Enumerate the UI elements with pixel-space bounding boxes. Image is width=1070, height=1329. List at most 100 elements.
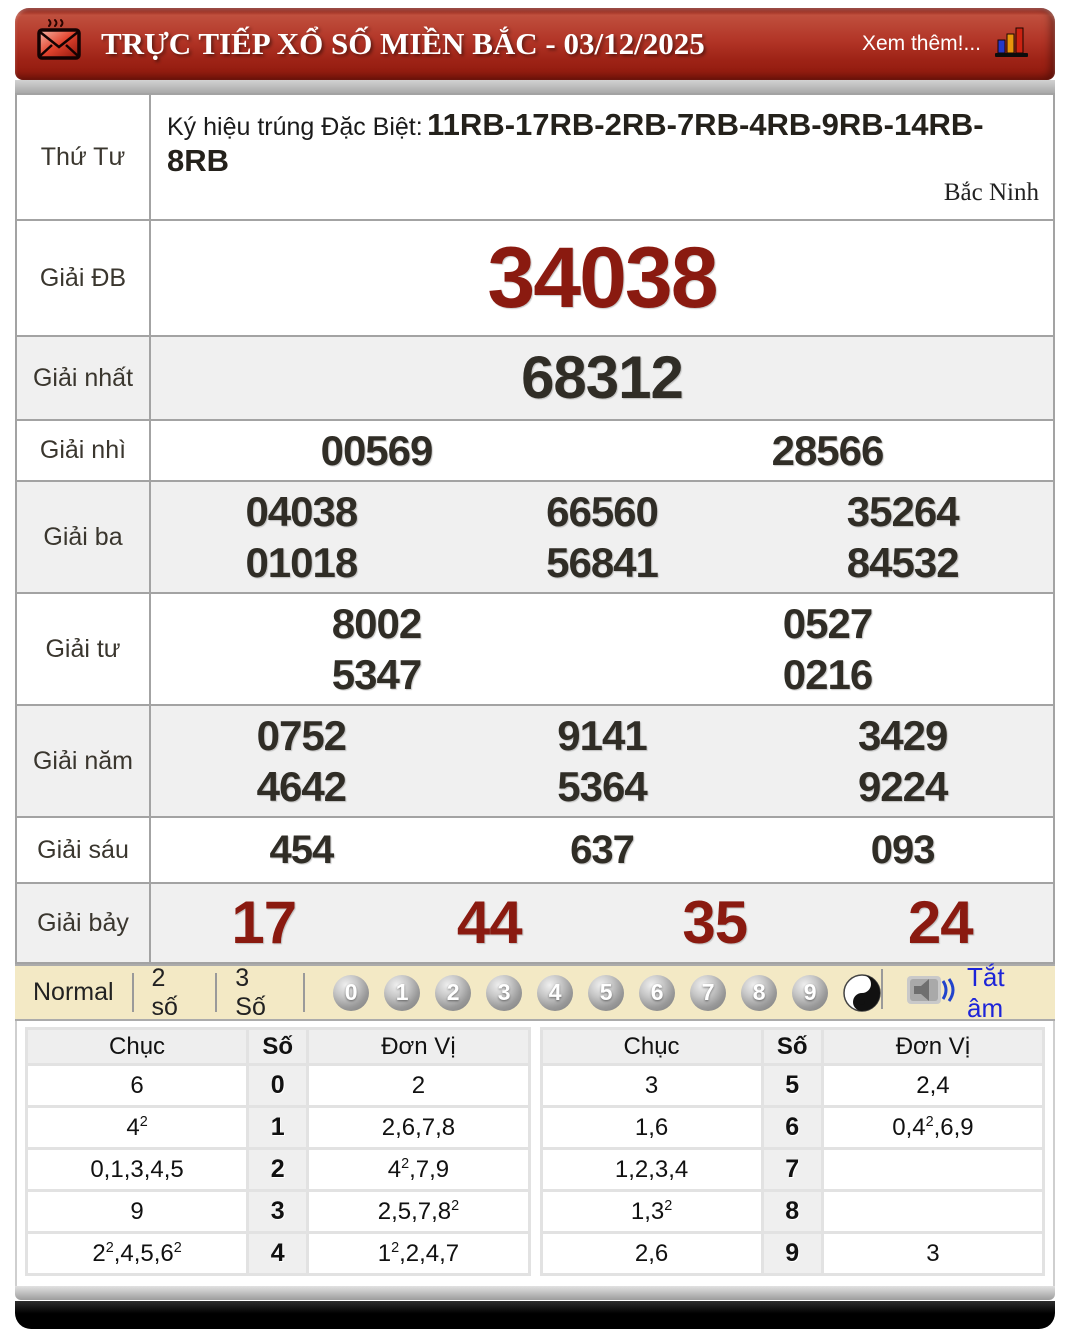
digit-table-right: Chục Số Đơn Vị 3 5 2,4 1,6 6 0,42,6,9 1,2,3,4 7 1,3… bbox=[539, 1027, 1046, 1276]
prize-number: 8002 bbox=[331, 600, 422, 647]
prize-row: Giải tư 8002 0527 5347 0216 bbox=[15, 592, 1055, 706]
prize-number-line: 34038 bbox=[151, 225, 1053, 331]
tens-cell: 0,1,3,4,5 bbox=[24, 1147, 250, 1192]
prize-numbers: 0752 9141 3429 4642 5364 9224 bbox=[149, 704, 1055, 818]
prize-label: Giải ĐB bbox=[15, 219, 151, 337]
prize-number: 093 bbox=[870, 828, 936, 872]
toolbar-divider bbox=[215, 973, 218, 1012]
number-ball-2[interactable]: 2 bbox=[435, 974, 472, 1011]
prize-number-line: 5347 0216 bbox=[151, 649, 1053, 700]
tens-cell: 3 bbox=[539, 1063, 764, 1108]
prize-number: 35264 bbox=[846, 488, 960, 535]
header-divider-strip bbox=[15, 80, 1055, 93]
units-cell bbox=[820, 1189, 1046, 1234]
toolbar-divider bbox=[881, 968, 883, 1009]
prize-row: Giải nhất 68312 bbox=[15, 335, 1055, 421]
digit-table-row: 9 3 2,5,7,82 bbox=[24, 1189, 531, 1234]
hot-mail-icon bbox=[33, 16, 85, 73]
number-ball-7[interactable]: 7 bbox=[690, 974, 727, 1011]
prize-number-line: 68312 bbox=[151, 341, 1053, 415]
digit-table-row: 3 5 2,4 bbox=[539, 1063, 1046, 1108]
day-row: Thứ Tư Ký hiệu trúng Đặc Biệt: 11RB-17RB… bbox=[15, 93, 1055, 221]
units-cell: 2,6,7,8 bbox=[306, 1105, 531, 1150]
prize-number: 44 bbox=[456, 889, 523, 956]
prize-number: 454 bbox=[269, 828, 334, 872]
prize-number-line: 00569 28566 bbox=[151, 425, 1053, 476]
prize-number: 5347 bbox=[331, 651, 422, 698]
units-cell: 2,4 bbox=[820, 1063, 1046, 1108]
prize-number: 01018 bbox=[245, 539, 358, 586]
prize-number: 56841 bbox=[546, 539, 659, 586]
tens-cell: 2,6 bbox=[539, 1231, 764, 1276]
digit-cell: 8 bbox=[760, 1189, 824, 1234]
units-cell: 0,42,6,9 bbox=[820, 1105, 1046, 1150]
prize-numbers: 454 637 093 bbox=[149, 816, 1055, 884]
mode-tab-normal[interactable]: Normal bbox=[33, 978, 114, 1006]
prize-numbers: 8002 0527 5347 0216 bbox=[149, 592, 1055, 706]
number-ball-5[interactable]: 5 bbox=[588, 974, 625, 1011]
units-cell bbox=[820, 1147, 1046, 1192]
digit-cell: 0 bbox=[246, 1063, 310, 1108]
toolbar-divider bbox=[303, 973, 306, 1012]
prize-number-line: 4642 5364 9224 bbox=[151, 761, 1053, 812]
prize-number: 9141 bbox=[557, 712, 647, 759]
prize-numbers: 68312 bbox=[149, 335, 1055, 421]
number-ball-1[interactable]: 1 bbox=[384, 974, 421, 1011]
digit-table-row: 0,1,3,4,5 2 42,7,9 bbox=[24, 1147, 531, 1192]
prize-number: 4642 bbox=[256, 763, 347, 810]
prize-number: 84532 bbox=[846, 539, 960, 586]
see-more-link[interactable]: Xem thêm!... bbox=[861, 32, 981, 55]
prize-row: Giải ba 04038 66560 35264 01018 56841 84532 bbox=[15, 480, 1055, 594]
number-ball-8[interactable]: 8 bbox=[741, 974, 778, 1011]
footer-bar bbox=[15, 1301, 1055, 1329]
digit-table-row: 1,6 6 0,42,6,9 bbox=[539, 1105, 1046, 1150]
prize-number: 0216 bbox=[782, 651, 873, 698]
prize-label: Giải ba bbox=[15, 480, 151, 594]
page-title: TRỰC TIẾP XỔ SỐ MIỀN BẮC - 03/12/2025 bbox=[101, 26, 705, 61]
prize-numbers: 34038 bbox=[149, 219, 1055, 337]
digit-table-header: Số bbox=[246, 1027, 310, 1066]
digit-table-header: Số bbox=[760, 1027, 824, 1066]
prize-label: Giải tư bbox=[15, 592, 151, 706]
number-ball-0[interactable]: 0 bbox=[333, 974, 370, 1011]
bar-chart-icon[interactable] bbox=[995, 25, 1031, 64]
prize-row: Giải sáu 454 637 093 bbox=[15, 816, 1055, 884]
prize-number: 24 bbox=[907, 889, 974, 956]
tens-cell: 9 bbox=[24, 1189, 250, 1234]
special-sign: Ký hiệu trúng Đặc Biệt: 11RB-17RB-2RB-7R… bbox=[151, 99, 1053, 215]
digit-cell: 7 bbox=[760, 1147, 824, 1192]
province-label: Bắc Ninh bbox=[943, 179, 1039, 206]
results-table: Thứ Tư Ký hiệu trúng Đặc Biệt: 11RB-17RB… bbox=[15, 93, 1055, 964]
prize-row: Giải năm 0752 9141 3429 4642 5364 9224 bbox=[15, 704, 1055, 818]
results-table-body: Thứ Tư Ký hiệu trúng Đặc Biệt: 11RB-17RB… bbox=[15, 93, 1055, 964]
yin-yang-ball[interactable] bbox=[843, 973, 881, 1012]
units-cell: 42,7,9 bbox=[306, 1147, 531, 1192]
number-ball-6[interactable]: 6 bbox=[639, 974, 676, 1011]
prize-number: 34038 bbox=[487, 230, 718, 326]
prize-number: 5364 bbox=[557, 763, 647, 810]
prize-number: 3429 bbox=[857, 712, 948, 759]
prize-row: Giải bảy 17 44 35 24 bbox=[15, 882, 1055, 964]
mute-button[interactable]: Tắt âm bbox=[967, 961, 1005, 1023]
number-ball-3[interactable]: 3 bbox=[486, 974, 523, 1011]
units-cell: 2,5,7,82 bbox=[306, 1189, 531, 1234]
prize-number: 637 bbox=[570, 828, 635, 872]
prize-numbers: 00569 28566 bbox=[149, 419, 1055, 482]
number-ball-4[interactable]: 4 bbox=[537, 974, 574, 1011]
digit-table-header: Đơn Vị bbox=[820, 1027, 1046, 1066]
tens-cell: 6 bbox=[24, 1063, 250, 1108]
tens-cell: 1,2,3,4 bbox=[539, 1147, 764, 1192]
tens-cell: 42 bbox=[24, 1105, 250, 1150]
number-ball-9[interactable]: 9 bbox=[792, 974, 829, 1011]
tens-cell: 1,6 bbox=[539, 1105, 764, 1150]
prize-numbers: 17 44 35 24 bbox=[149, 882, 1055, 964]
units-cell: 3 bbox=[820, 1231, 1046, 1276]
prize-number: 68312 bbox=[521, 344, 684, 411]
digit-table-row: 1,32 8 bbox=[539, 1189, 1046, 1234]
mode-tab-2so[interactable]: 2 số bbox=[151, 963, 178, 1021]
toolbar-right: Tắt âm bbox=[881, 962, 1055, 1024]
digit-table-left: Chục Số Đơn Vị 6 0 2 42 1 2,6,7,8 0,1,3,4,5 2 42,7,… bbox=[24, 1027, 531, 1276]
mode-tab-3so[interactable]: 3 Số bbox=[235, 963, 266, 1021]
speaker-icon[interactable] bbox=[907, 972, 957, 1013]
prize-label: Giải năm bbox=[15, 704, 151, 818]
